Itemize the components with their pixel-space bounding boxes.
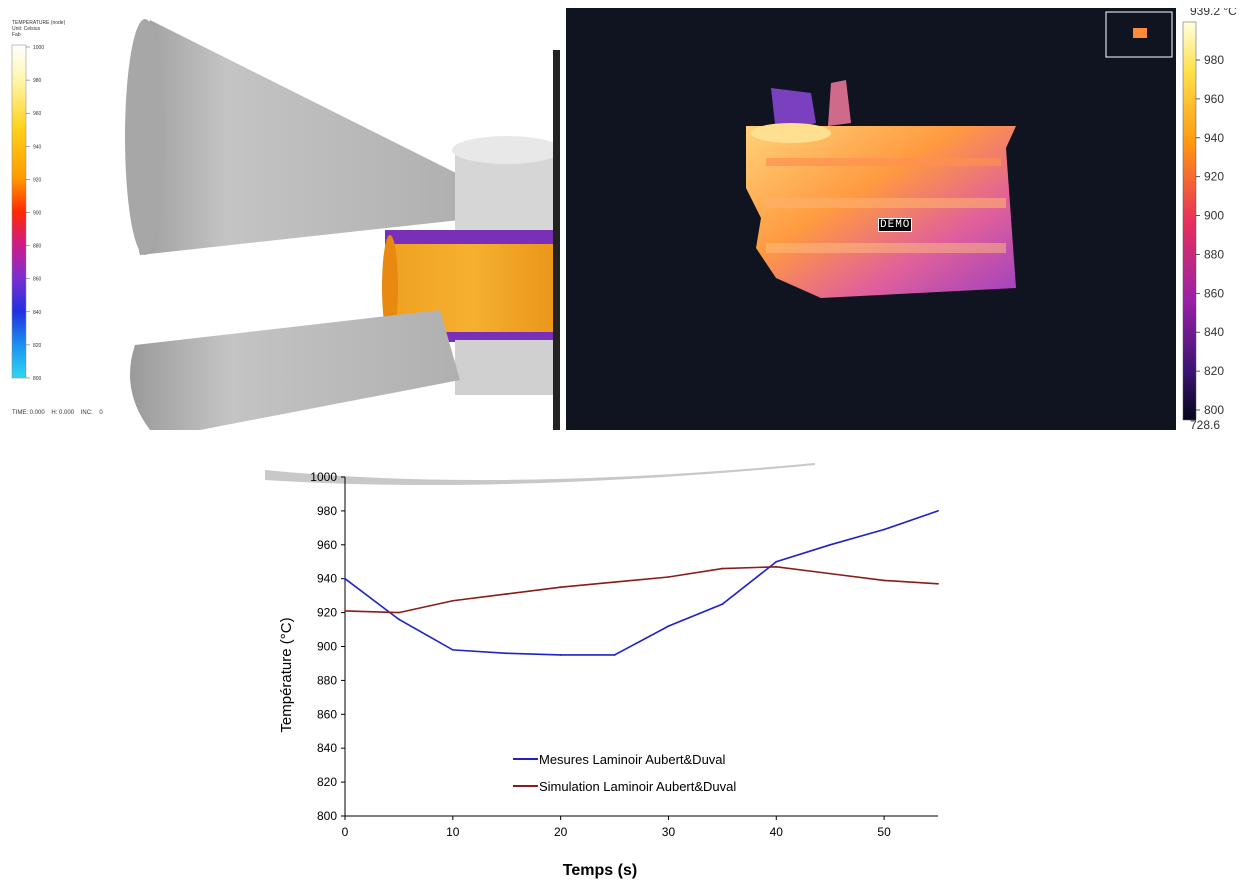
x-tick-label: 30 bbox=[662, 825, 676, 839]
chart-svg: 800 820 840 860 880 900 920 940 960 980 1000 0 10 20 3… bbox=[265, 463, 939, 879]
series-point-2 bbox=[505, 593, 508, 595]
sim-scale-label: 860 bbox=[33, 277, 42, 283]
lower-cone bbox=[130, 310, 460, 430]
x-axis-label: Temps (s) bbox=[563, 862, 637, 879]
temperature-chart: 800 820 840 860 880 900 920 940 960 980 1000 0 10 20 3… bbox=[255, 455, 955, 879]
sim-title-line-2: Unit: Celsius bbox=[12, 26, 41, 32]
sim-scale-label: 980 bbox=[33, 78, 42, 84]
upper-cone bbox=[127, 20, 460, 255]
sim-color-scale bbox=[11, 44, 27, 379]
sim-title-line-1: TEMPERATURE (node) bbox=[12, 20, 66, 26]
series-point-1 bbox=[451, 648, 454, 651]
sim-scale-label: 800 bbox=[33, 376, 42, 382]
x-tick-label: 20 bbox=[554, 825, 568, 839]
thermal-scale-label: 900 bbox=[1204, 209, 1224, 223]
thermal-scale-label: 880 bbox=[1204, 247, 1224, 261]
y-tick-label: 1000 bbox=[310, 470, 337, 484]
thermal-scale-label: 940 bbox=[1204, 131, 1224, 145]
series-point-1 bbox=[667, 625, 670, 628]
sim-scale-label: 920 bbox=[33, 177, 42, 183]
thermal-scale-label: 820 bbox=[1204, 364, 1224, 378]
x-tick-label: 0 bbox=[342, 825, 349, 839]
series-point-2 bbox=[344, 610, 346, 612]
x-tick-label: 50 bbox=[877, 825, 891, 839]
series-line-2 bbox=[344, 566, 939, 614]
series-point-1 bbox=[398, 618, 400, 621]
demo-watermark: DEMO bbox=[878, 218, 913, 232]
lower-roll bbox=[455, 340, 560, 395]
series-point-1 bbox=[505, 652, 508, 655]
hot-ring-blob bbox=[746, 126, 1016, 298]
y-tick-label: 840 bbox=[317, 741, 337, 755]
series-point-2 bbox=[937, 582, 939, 585]
y-tick-label: 800 bbox=[317, 809, 337, 823]
y-tick-label: 940 bbox=[317, 572, 337, 586]
y-tick-label: 820 bbox=[317, 775, 337, 789]
thermal-scale-label: 920 bbox=[1204, 170, 1224, 184]
y-tick-label: 980 bbox=[317, 504, 337, 518]
thermal-scale-label: 960 bbox=[1204, 92, 1224, 106]
sim-title-line-3: Fab bbox=[12, 32, 21, 38]
x-tick-label: 10 bbox=[446, 825, 460, 839]
sim-scale-label: 900 bbox=[33, 211, 42, 217]
thermal-max-label: 939.2 °C bbox=[1190, 8, 1237, 18]
y-tick-label: 900 bbox=[317, 640, 337, 654]
y-axis-label: Température (°C) bbox=[278, 617, 295, 732]
series-point-2 bbox=[775, 565, 778, 568]
sim-scale-label: 940 bbox=[33, 144, 42, 150]
y-tick-label: 860 bbox=[317, 707, 337, 721]
die-silhouette bbox=[265, 463, 815, 485]
sim-scale-label: 1000 bbox=[33, 45, 44, 51]
y-tick-label: 960 bbox=[317, 538, 337, 552]
series-point-1 bbox=[883, 528, 885, 531]
series-line-1 bbox=[344, 510, 939, 656]
series-point-2 bbox=[721, 567, 724, 570]
series-point-2 bbox=[451, 599, 454, 602]
series-point-1 bbox=[937, 510, 939, 512]
thermal-scale-label: 840 bbox=[1204, 325, 1224, 339]
series-point-2 bbox=[398, 611, 400, 614]
series-point-2 bbox=[667, 576, 670, 578]
sim-scale-label: 960 bbox=[33, 111, 42, 117]
series-point-2 bbox=[829, 572, 832, 575]
thermal-image-view: 980 960 940 920 900 880 860 840 820 800 DEMO 939.… bbox=[566, 8, 1247, 430]
thermal-color-scale bbox=[1182, 21, 1197, 421]
sim-footer: TIME: 0.000 H: 0.000 INC: 0 bbox=[12, 410, 103, 416]
legend-label-2: Simulation Laminoir Aubert&Duval bbox=[539, 779, 736, 794]
sim-scale-label: 840 bbox=[33, 310, 42, 316]
simulation-render: 1000 980 960 940 920 900 880 860 840 820 800 bbox=[11, 19, 560, 430]
y-tick-label: 920 bbox=[317, 606, 337, 620]
series-point-1 bbox=[721, 603, 724, 606]
thermal-image: 980 960 940 920 900 880 860 840 820 800 bbox=[566, 8, 1247, 430]
series-point-2 bbox=[883, 579, 885, 582]
sim-legend-title: TEMPERATURE (node) Unit: Celsius Fab bbox=[12, 20, 65, 38]
thermal-min-label: 728.6 bbox=[1190, 418, 1221, 430]
series-point-1 bbox=[613, 654, 616, 656]
legend-label-1: Mesures Laminoir Aubert&Duval bbox=[539, 752, 726, 767]
thermal-scale-label: 860 bbox=[1204, 286, 1224, 300]
series-point-1 bbox=[344, 577, 346, 580]
thermal-scale-label: 980 bbox=[1204, 53, 1224, 67]
series-point-1 bbox=[829, 543, 832, 546]
thumbnail-frame bbox=[1105, 11, 1173, 58]
series-point-2 bbox=[613, 581, 616, 583]
sim-scale-label: 880 bbox=[33, 244, 42, 250]
series-point-1 bbox=[559, 654, 562, 656]
simulation-view: 1000 980 960 940 920 900 880 860 840 820 800 TEMPE… bbox=[0, 0, 560, 430]
thermal-scale-label: 800 bbox=[1204, 403, 1224, 417]
y-tick-label: 880 bbox=[317, 673, 337, 687]
series-point-2 bbox=[559, 586, 562, 589]
x-tick-label: 40 bbox=[770, 825, 784, 839]
sim-scale-label: 820 bbox=[33, 343, 42, 349]
upper-roll bbox=[455, 150, 560, 235]
series-point-1 bbox=[775, 560, 778, 563]
